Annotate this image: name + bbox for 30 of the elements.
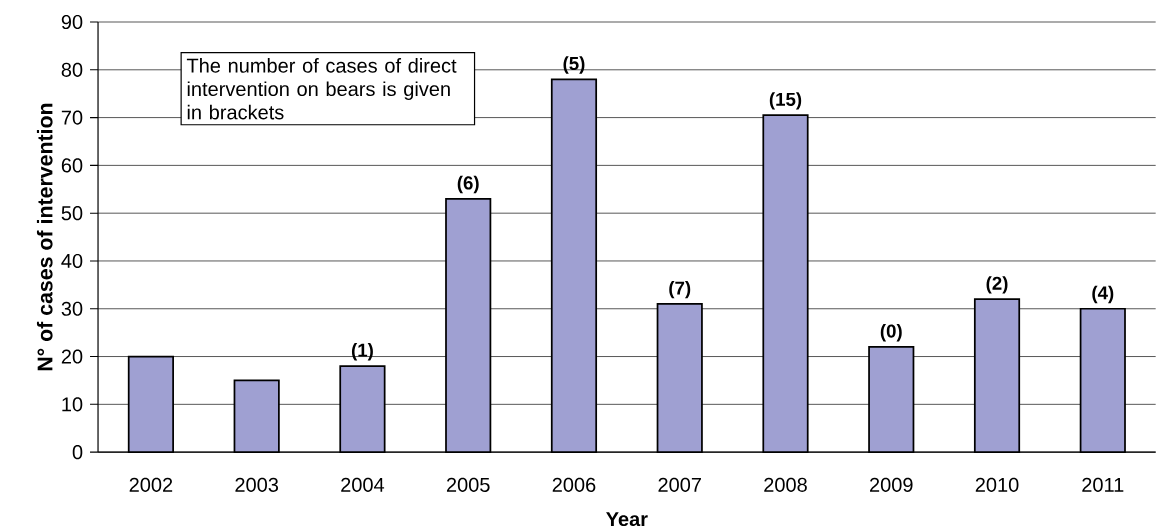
annotation: (15) [769,92,802,110]
y-tick-label: 70 [61,110,83,125]
y-tick-label: 80 [61,62,83,77]
x-tick-label: 2010 [975,477,1019,492]
y-tick-label: 20 [61,349,83,364]
annotation: (0) [880,324,902,342]
y-tick-label: 10 [62,397,83,412]
x-tick-label: 2006 [552,477,596,492]
x-tick-label: 2003 [235,477,279,492]
x-tick-label: 2002 [129,477,173,492]
annotation: The number of cases of direct intervention on bears is given in brackets [186,58,457,120]
annotation: (5) [563,56,585,74]
x-tick-label: 2005 [446,477,490,492]
y-tick-label: 30 [61,301,83,316]
y-tick-label: 50 [61,206,83,221]
y-tick-label: 90 [61,15,83,30]
x-tick-label: 2011 [1082,477,1124,492]
annotation: (6) [457,175,479,194]
x-tick-label: 2008 [764,477,807,492]
x-tick-label: 2009 [870,477,913,492]
x-axis-title: Year [606,512,648,527]
x-tick-label: 2004 [341,477,385,492]
y-tick-label: 40 [61,253,83,269]
annotation: (2) [986,276,1008,294]
y-axis-title: N° of cases of intervention [36,103,53,371]
y-tick-label: 0 [72,445,83,460]
annotation: (7) [669,281,691,299]
y-tick-label: 60 [61,158,83,173]
annotation: (4) [1092,285,1114,304]
x-tick-label: 2007 [658,477,701,492]
